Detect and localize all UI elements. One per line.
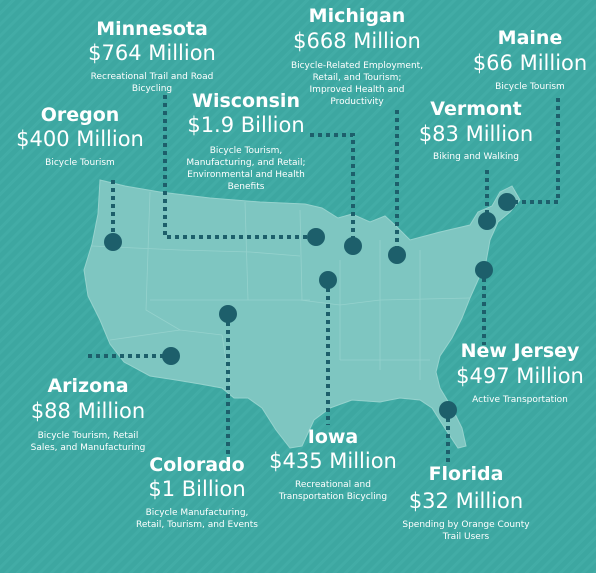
location-dot (439, 401, 457, 419)
region-name: Florida (429, 463, 504, 485)
region-description: Bicycling (132, 84, 172, 94)
location-dot (104, 233, 122, 251)
location-dot (344, 237, 362, 255)
region-name: Iowa (308, 426, 359, 448)
region-description: Recreational and (295, 480, 371, 490)
region-description: Productivity (330, 97, 384, 107)
region-amount: $435 Million (269, 449, 397, 473)
region-description: Spending by Orange County (402, 520, 530, 530)
region-amount: $764 Million (88, 41, 216, 65)
region-description: Bicycle Manufacturing, (146, 508, 249, 518)
state-borders (91, 191, 471, 386)
region-description: Benefits (228, 182, 265, 192)
region-amount: $88 Million (31, 399, 145, 423)
region-description: Improved Health and (310, 85, 405, 95)
region-name: Colorado (149, 454, 244, 476)
region-name: Arizona (47, 375, 128, 397)
us-map (83, 179, 521, 449)
region-description: Transportation Bicycling (278, 492, 387, 502)
connector-line (310, 133, 355, 246)
region-amount: $1.9 Billion (187, 113, 304, 137)
labels: Minnesota$764 Million Recreational Trail … (16, 5, 587, 542)
region-description: Environmental and Health (187, 170, 305, 180)
region-amount: $668 Million (293, 29, 421, 53)
location-dot (219, 305, 237, 323)
region-description: Biking and Walking (433, 152, 519, 162)
region-description: Recreational Trail and Road (91, 72, 214, 82)
connector-line (507, 98, 560, 204)
location-dot (478, 212, 496, 230)
region-name: Minnesota (96, 18, 208, 40)
region-amount: $497 Million (456, 364, 584, 388)
region-name: Maine (498, 27, 563, 49)
connectors (88, 95, 560, 465)
region-description: Retail, Tourism, and Events (136, 520, 258, 530)
location-dot (162, 347, 180, 365)
region-description: Trail Users (442, 532, 490, 542)
region-description: Bicycle Tourism, Retail (38, 431, 139, 441)
region-amount: $32 Million (409, 489, 523, 513)
region-name: Wisconsin (192, 90, 300, 112)
region-description: Active Transportation (472, 395, 568, 405)
region-name: Michigan (309, 5, 406, 27)
region-description: Bicycle-Related Employment, (291, 61, 423, 71)
region-description: Bicycle Tourism (45, 158, 115, 168)
region-description: Bicycle Tourism (495, 82, 565, 92)
region-amount: $66 Million (473, 51, 587, 75)
location-dot (319, 271, 337, 289)
region-description: Sales, and Manufacturing (31, 443, 146, 453)
dots (104, 193, 516, 419)
region-description: Bicycle Tourism, (210, 146, 283, 156)
location-dot (388, 246, 406, 264)
region-amount: $400 Million (16, 127, 144, 151)
region-name: New Jersey (461, 340, 580, 362)
location-dot (307, 228, 325, 246)
connector-line (163, 95, 316, 239)
location-dot (498, 193, 516, 211)
region-amount: $83 Million (419, 122, 533, 146)
region-name: Oregon (41, 104, 120, 126)
region-amount: $1 Billion (148, 477, 245, 501)
location-dot (475, 261, 493, 279)
region-name: Vermont (430, 98, 521, 120)
region-description: Manufacturing, and Retail; (186, 158, 305, 168)
region-description: Retail, and Tourism; (313, 73, 402, 83)
